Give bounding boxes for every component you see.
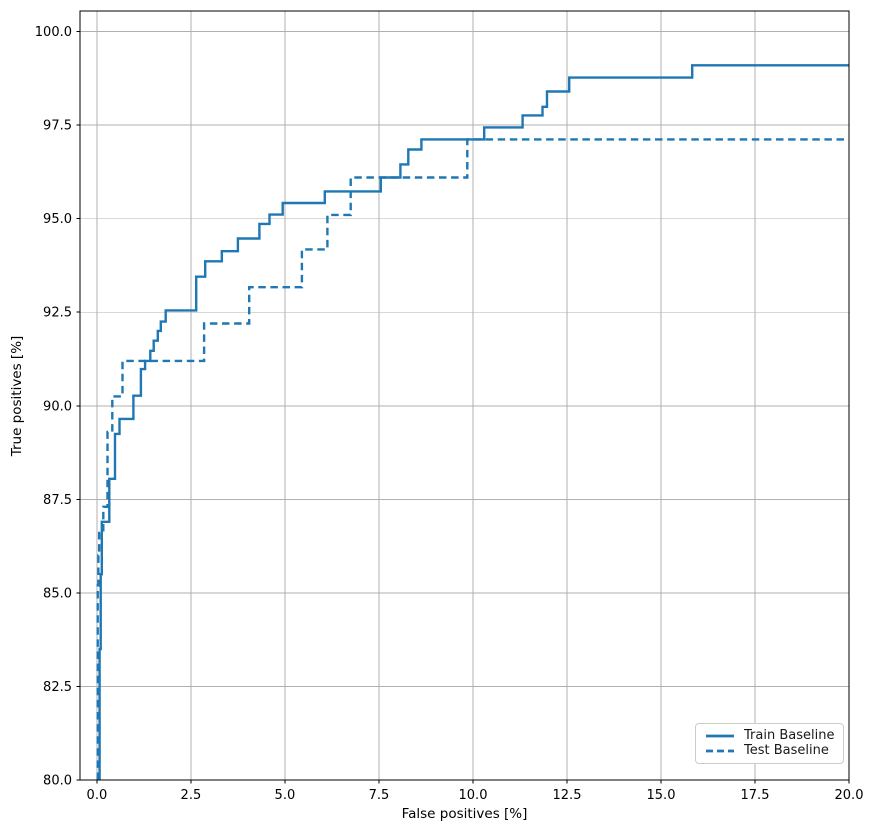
y-tick-label: 92.5 [43,306,72,321]
y-tick-label: 82.5 [43,680,72,695]
x-tick-label: 10.0 [459,788,488,803]
x-tick-label: 2.5 [181,788,202,803]
y-tick-label: 97.5 [43,119,72,134]
y-tick-label: 95.0 [43,212,72,227]
y-tick-label: 100.0 [35,25,72,40]
x-tick-label: 0.0 [87,788,108,803]
train-line-sample-icon [706,734,734,738]
legend-label-train: Train Baseline [744,727,835,743]
y-tick-label: 87.5 [43,493,72,508]
x-tick-label: 17.5 [741,788,770,803]
legend-label-test: Test Baseline [744,743,829,759]
train-baseline-curve [98,64,849,780]
x-tick-label: 12.5 [553,788,582,803]
y-tick-label: 80.0 [43,774,72,789]
test-line-sample-icon [706,749,734,753]
x-tick-label: 5.0 [275,788,296,803]
x-tick-label: 7.5 [369,788,390,803]
test-baseline-curve [96,138,849,780]
legend-entry-test-baseline: Test Baseline [705,744,837,758]
axes-frame [79,10,850,781]
y-tick-label: 85.0 [43,586,72,601]
x-tick-label: 15.0 [647,788,676,803]
x-axis-label: False positives [%] [401,806,528,822]
legend-box: Train Baseline Test Baseline [695,723,844,764]
legend-entry-train-baseline: Train Baseline [705,727,837,743]
y-tick-label: 90.0 [43,399,72,414]
x-tick-label: 20.0 [835,788,864,803]
y-axis-label: True positives [%] [9,335,25,457]
